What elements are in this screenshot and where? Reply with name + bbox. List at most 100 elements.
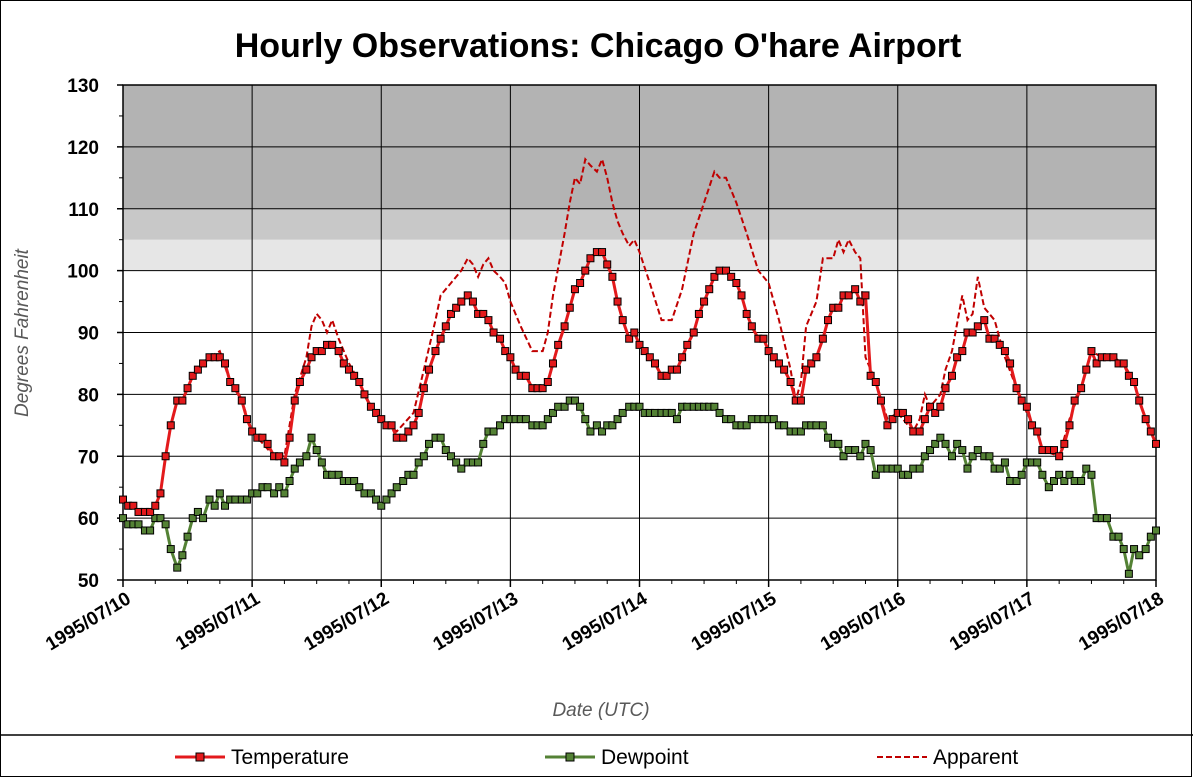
dewpoint-point (920, 452, 929, 461)
x-axis-ticks: 1995/07/10 1995/07/11 1995/07/12 1995/07/13… (42, 580, 1168, 655)
dewpoint-point (1033, 458, 1042, 467)
temperature-point (1060, 439, 1069, 448)
dewpoint-point (936, 433, 945, 442)
temperature-point (920, 415, 929, 424)
temperature-point (861, 291, 870, 300)
dewpoint-point (1087, 470, 1096, 479)
dewpoint-point (205, 495, 214, 504)
temperature-point (1102, 353, 1111, 362)
dewpoint-point (414, 458, 423, 467)
temperature-point (812, 353, 821, 362)
dewpoint-point (392, 483, 401, 492)
dewpoint-point (275, 483, 284, 492)
dewpoint-point (1006, 477, 1015, 485)
temperature-point (372, 408, 381, 417)
temperature-point (339, 359, 348, 368)
dewpoint-point (312, 446, 321, 455)
dewpoint-point (586, 427, 595, 436)
y-tick-label: 100 (67, 262, 99, 283)
dewpoint-point (372, 495, 381, 504)
temperature-point (818, 334, 827, 343)
temperature-point (355, 378, 364, 386)
temperature-point (598, 248, 607, 257)
temperature-point (635, 340, 644, 349)
y-tick-label: 80 (78, 385, 99, 406)
dewpoint-point (538, 421, 547, 430)
temperature-point (156, 489, 165, 498)
temperature-point (898, 408, 907, 417)
legend-item-dewpoint: Dewpoint (545, 746, 689, 769)
temperature-point (242, 415, 251, 424)
temperature-point (392, 433, 401, 442)
x-tick-label: 1995/07/14 (559, 588, 652, 655)
temperature-point (334, 347, 343, 356)
temperature-point (425, 365, 434, 374)
dewpoint-point (457, 464, 466, 473)
temperature-point (689, 328, 698, 337)
dewpoint-point (963, 464, 972, 473)
legend-label-dewpoint: Dewpoint (601, 746, 689, 769)
x-tick-label: 1995/07/16 (817, 588, 909, 655)
temperature-point (231, 384, 240, 393)
temperature-point (866, 371, 875, 380)
dewpoint-point (474, 458, 483, 467)
dewpoint-point (613, 415, 622, 424)
temperature-point (399, 433, 408, 442)
dewpoint-point (1119, 545, 1128, 554)
temperature-point (178, 396, 187, 405)
dewpoint-point (280, 489, 289, 498)
temperature-point (350, 371, 359, 380)
x-tick-label: 1995/07/15 (688, 588, 781, 655)
chart-title: Hourly Observations: Chicago O'hare Airp… (235, 27, 962, 65)
temperature-series (119, 248, 1160, 516)
dewpoint-point (119, 514, 127, 523)
temperature-point (608, 272, 617, 281)
legend-marker-dewpoint (565, 752, 575, 762)
dewpoint-point (521, 415, 530, 424)
y-tick-label: 120 (67, 138, 99, 159)
dewpoint-point (1135, 551, 1144, 560)
dewpoint-point (856, 452, 865, 461)
dewpoint-point (290, 464, 299, 473)
dewpoint-point (1044, 483, 1053, 492)
apparent-series (197, 156, 1157, 458)
dewpoint-point (985, 452, 994, 461)
temperature-point (662, 371, 671, 380)
temperature-point (151, 501, 160, 510)
y-tick-label: 60 (78, 509, 99, 530)
dewpoint-point (253, 489, 262, 498)
dewpoint-point (334, 470, 343, 479)
temperature-point (973, 322, 982, 331)
temperature-point (436, 334, 445, 343)
dewpoint-point (672, 415, 681, 424)
dewpoint-point (387, 489, 396, 498)
temperature-point (1135, 396, 1144, 405)
temperature-point (183, 384, 192, 393)
temperature-point (990, 334, 999, 343)
dewpoint-point (904, 470, 913, 479)
dewpoint-point (285, 477, 294, 485)
temperature-point (560, 322, 569, 331)
dewpoint-point (355, 483, 364, 492)
temperature-point (468, 297, 477, 306)
temperature-point (759, 334, 768, 343)
dewpoint-point (543, 415, 552, 424)
temperature-point (909, 427, 918, 436)
temperature-point (366, 402, 375, 411)
legend: Temperature Dewpoint Apparent (175, 746, 1018, 769)
dewpoint-point (436, 433, 445, 442)
dewpoint-point (263, 483, 272, 492)
temperature-point (1000, 347, 1009, 356)
temperature-point (221, 359, 230, 368)
temperature-point (904, 415, 913, 424)
temperature-point (193, 365, 202, 374)
dewpoint-point (893, 464, 902, 473)
legend-label-apparent: Apparent (933, 746, 1018, 769)
dewpoint-point (947, 452, 956, 461)
temperature-point (501, 347, 510, 356)
temperature-point (834, 303, 843, 312)
dewpoint-point (377, 501, 386, 510)
temperature-point (1028, 421, 1037, 430)
dewpoint-point (1141, 545, 1150, 554)
temperature-point (732, 279, 741, 287)
